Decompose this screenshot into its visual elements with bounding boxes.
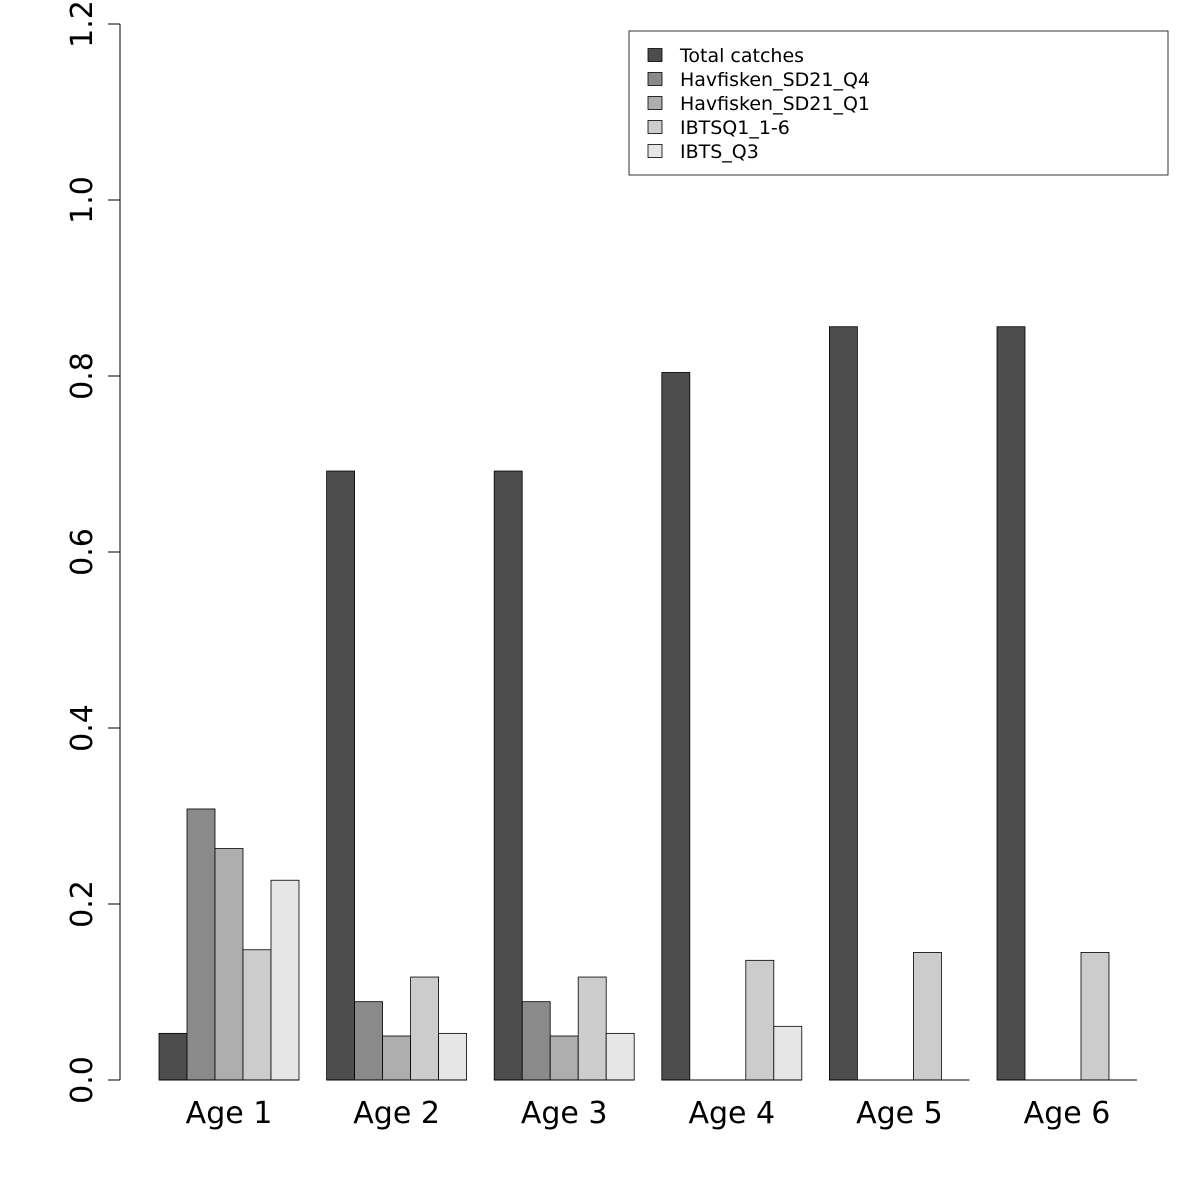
bar-ibtsq1-1-6-age-5	[913, 952, 942, 1081]
legend-swatch	[647, 48, 663, 62]
bar-total-catches-age-2	[326, 470, 356, 1081]
bar-total-catches-age-6	[996, 326, 1026, 1081]
legend: Total catchesHavfisken_SD21_Q4Havfisken_…	[628, 30, 1169, 176]
legend-box	[628, 30, 1169, 176]
legend-swatch	[647, 144, 663, 158]
bar-ibtsq1-1-6-age-6	[1080, 952, 1110, 1081]
bar-ibtsq1-1-6-age-3	[577, 976, 607, 1081]
bar-havfisken-sd21-q1-age-1	[214, 848, 244, 1081]
bar-ibts-q3-age-4	[773, 1025, 803, 1081]
x-category-label: Age 1	[186, 1096, 273, 1131]
x-category-label: Age 4	[688, 1096, 775, 1131]
bar-ibts-q3-age-1	[270, 879, 300, 1081]
y-tick-label: 0.6	[65, 528, 100, 576]
legend-swatch	[647, 72, 663, 86]
legend-swatch	[647, 120, 663, 134]
bar-havfisken-sd21-q1-age-3	[549, 1035, 579, 1081]
y-tick-label: 1.2	[65, 0, 100, 48]
x-axis-labels: Age 1 Age 2 Age 3 Age 4 Age 5 Age 6	[186, 1096, 1111, 1131]
x-category-label: Age 2	[353, 1096, 440, 1131]
y-axis: 0.0 0.2 0.4 0.6 0.8 1.0 1.2	[65, 0, 121, 1104]
y-tick-label: 0.2	[65, 880, 100, 928]
legend-label: IBTSQ1_1-6	[680, 117, 790, 139]
x-category-label: Age 6	[1024, 1096, 1111, 1131]
x-category-label: Age 5	[856, 1096, 943, 1131]
bar-total-catches-age-1	[158, 1032, 188, 1081]
y-tick-label: 0.4	[65, 704, 100, 752]
y-tick-label: 1.0	[65, 176, 100, 224]
bar-total-catches-age-4	[661, 372, 691, 1081]
bar-total-catches-age-3	[493, 470, 523, 1081]
bar-havfisken-sd21-q4-age-2	[354, 1001, 384, 1081]
legend-label: Havfisken_SD21_Q1	[680, 93, 870, 115]
bar-havfisken-sd21-q4-age-1	[186, 808, 216, 1081]
bar-ibtsq1-1-6-age-4	[745, 959, 775, 1081]
bars	[158, 326, 1110, 1081]
y-tick-label: 0.0	[65, 1056, 100, 1104]
bar-ibtsq1-1-6-age-1	[242, 949, 272, 1081]
legend-label: Total catches	[679, 45, 804, 67]
x-category-label: Age 3	[521, 1096, 608, 1131]
bar-ibts-q3-age-2	[438, 1032, 468, 1081]
legend-swatch	[647, 96, 663, 110]
bar-havfisken-sd21-q1-age-2	[382, 1035, 412, 1081]
legend-label: IBTS_Q3	[680, 141, 759, 163]
bar-total-catches-age-5	[829, 326, 858, 1081]
bar-havfisken-sd21-q4-age-3	[521, 1001, 551, 1081]
bar-ibts-q3-age-3	[605, 1032, 635, 1081]
y-tick-label: 0.8	[65, 352, 100, 400]
legend-label: Havfisken_SD21_Q4	[680, 69, 870, 91]
bar-ibtsq1-1-6-age-2	[410, 976, 440, 1081]
